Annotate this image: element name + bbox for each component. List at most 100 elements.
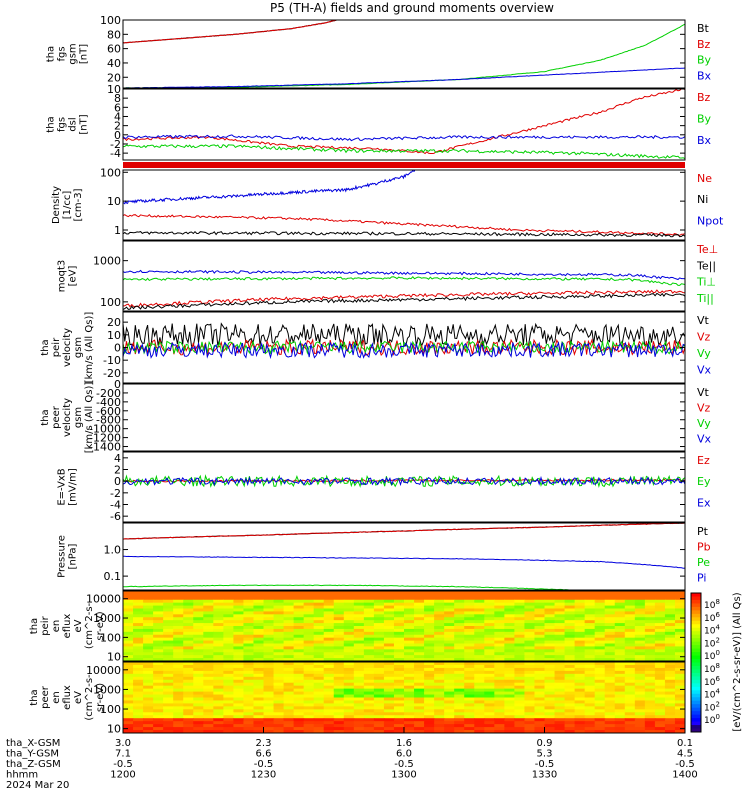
spectrogram-cell <box>624 591 636 595</box>
spectrogram-cell <box>263 652 275 656</box>
y-axis-label: Pressure <box>57 535 68 578</box>
spectrogram-cell <box>223 637 234 642</box>
spectrogram-cell <box>464 591 475 595</box>
spectrogram-cell <box>434 614 445 618</box>
spectrogram-cell <box>363 721 375 725</box>
spectrogram-cell <box>363 640 375 645</box>
spectrogram-cell <box>454 634 465 639</box>
spectrogram-cell <box>514 608 526 613</box>
spectrogram-cell <box>263 599 275 604</box>
spectrogram-cell <box>293 700 305 705</box>
spectrogram-cell <box>293 605 305 610</box>
spectrogram-cell <box>353 655 365 659</box>
series-ne <box>123 214 685 236</box>
spectrogram-cell <box>273 718 285 722</box>
spectrogram-cell <box>183 655 194 659</box>
spectrogram-cell <box>584 697 596 702</box>
y-tick-label: 1000 <box>93 612 121 625</box>
spectrogram-cell <box>253 620 265 624</box>
spectrogram-cell <box>674 673 685 678</box>
spectrogram-cell <box>293 662 305 666</box>
spectrogram-cell <box>193 599 204 604</box>
spectrogram-cell <box>333 637 345 642</box>
spectrogram-cell <box>233 712 245 716</box>
spectrogram-cell <box>444 682 455 687</box>
spectrogram-cell <box>293 667 305 672</box>
spectrogram-cell <box>263 611 275 615</box>
spectrogram-cell <box>644 611 656 615</box>
spectrogram-cell <box>424 662 435 666</box>
spectrogram-cell <box>664 605 676 610</box>
spectrogram-cell <box>594 691 606 696</box>
spectrogram-cell <box>464 649 475 653</box>
spectrogram-cell <box>404 591 415 595</box>
spectrogram-cell <box>614 602 626 607</box>
spectrogram-cell <box>534 658 546 661</box>
spectrogram-cell <box>444 715 455 719</box>
spectrogram-cell <box>153 703 164 707</box>
spectrogram-cell <box>293 682 305 687</box>
spectrogram-cell <box>554 679 566 684</box>
spectrogram-cell <box>544 718 556 722</box>
spectrogram-cell <box>664 652 676 656</box>
spectrogram-cell <box>353 670 365 675</box>
x-row-label: hhmm <box>6 770 38 781</box>
spectrogram-cell <box>474 614 485 618</box>
spectrogram-cell <box>534 682 546 687</box>
spectrogram-cell <box>444 667 455 672</box>
spectrogram-cell <box>454 591 465 595</box>
spectrogram-cell <box>554 703 566 707</box>
spectrogram-cell <box>243 679 255 684</box>
y-tick-label: 6 <box>114 101 121 114</box>
spectrogram-cell <box>564 611 576 615</box>
spectrogram-cell <box>373 700 385 705</box>
spectrogram-cell <box>273 614 285 618</box>
spectrogram-cell <box>544 655 556 659</box>
spectrogram-cell <box>484 640 495 645</box>
spectrogram-cell <box>263 727 275 731</box>
y-axis-label: (cm^2-s- <box>84 674 95 721</box>
spectrogram-cell <box>644 673 656 678</box>
spectrogram-cell <box>604 596 616 601</box>
spectrogram-cell <box>574 634 586 639</box>
spectrogram-cell <box>564 670 576 675</box>
spectrogram-cell <box>223 611 234 615</box>
spectrogram-cell <box>404 655 415 659</box>
spectrogram-cell <box>213 718 224 722</box>
spectrogram-cell <box>293 679 305 684</box>
spectrogram-cell <box>584 599 596 604</box>
spectrogram-cell <box>474 685 485 690</box>
spectrogram-cell <box>454 599 465 604</box>
spectrogram-cell <box>243 602 255 607</box>
spectrogram-cell <box>524 655 536 659</box>
spectrogram-cell <box>203 646 214 650</box>
spectrogram-cell <box>283 709 295 713</box>
spectrogram-cell <box>444 640 455 645</box>
spectrogram-cell <box>223 634 234 639</box>
spectrogram-cell <box>454 703 465 707</box>
spectrogram-cell <box>424 727 435 731</box>
colorbar-cell <box>691 690 701 695</box>
spectrogram-cell <box>363 631 375 636</box>
spectrogram-cell <box>524 646 536 650</box>
spectrogram-cell <box>584 626 596 630</box>
spectrogram-cell <box>454 718 465 722</box>
spectrogram-cell <box>524 662 536 666</box>
spectrogram-cell <box>243 676 255 681</box>
spectrogram-cell <box>183 631 194 636</box>
spectrogram-cell <box>323 685 335 690</box>
spectrogram-cell <box>253 631 265 636</box>
spectrogram-cell <box>404 664 415 669</box>
spectrogram-cell <box>373 697 385 702</box>
spectrogram-cell <box>313 712 325 716</box>
spectrogram-cell <box>524 593 536 598</box>
series-pi <box>123 555 685 569</box>
spectrogram-cell <box>504 620 515 624</box>
spectrogram-cell <box>574 724 586 728</box>
spectrogram-cell <box>123 634 134 639</box>
spectrogram-cell <box>634 652 646 656</box>
spectrogram-cell <box>674 721 685 725</box>
